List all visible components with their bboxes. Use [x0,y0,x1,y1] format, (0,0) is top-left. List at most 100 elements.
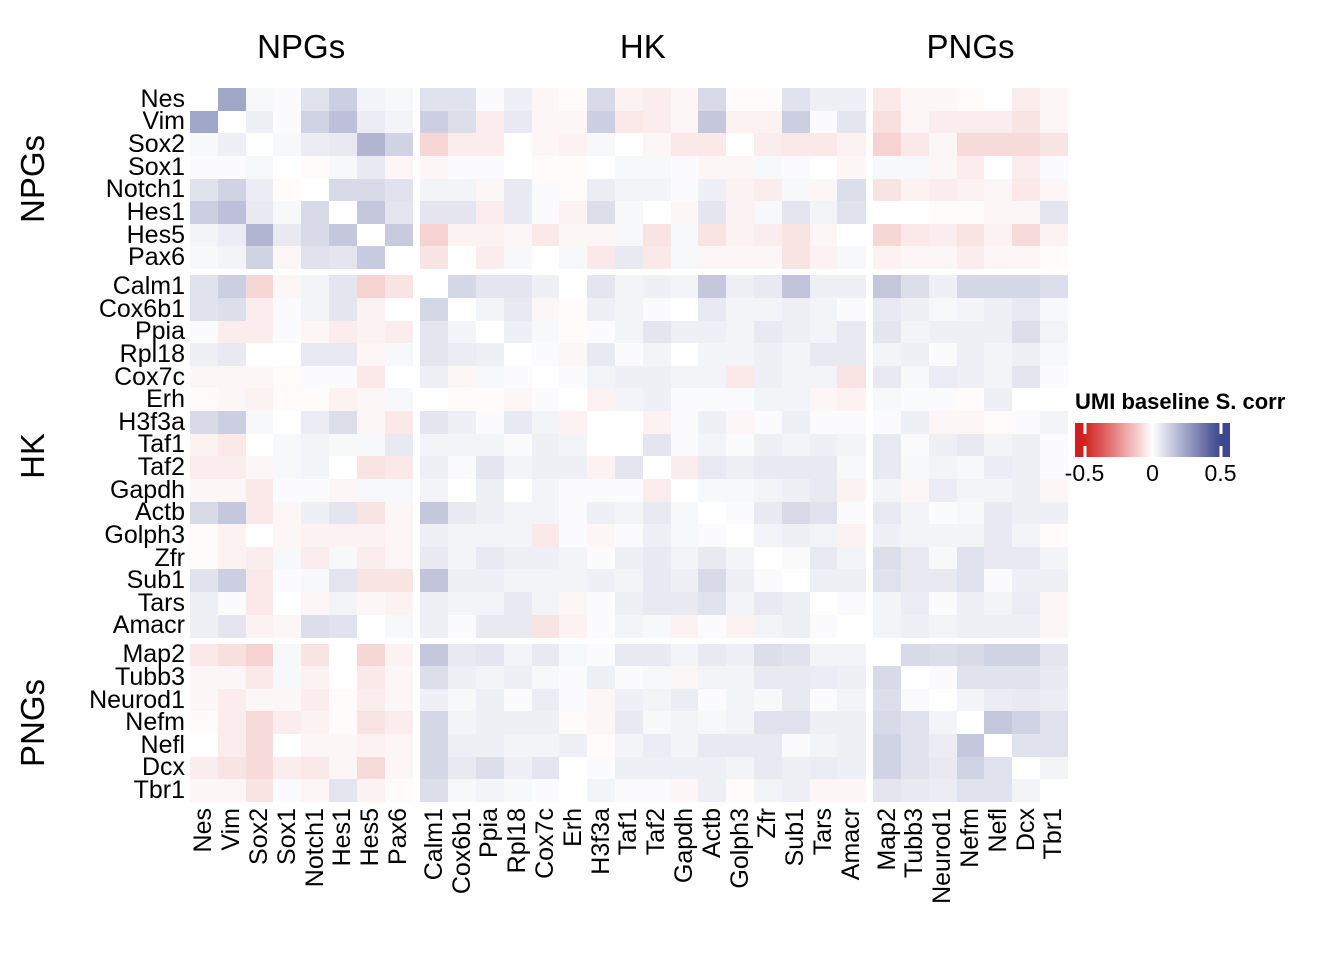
heatmap-cell [754,365,783,389]
heatmap-cell [329,88,358,111]
heatmap-cell [531,343,560,367]
heatmap-cell [726,666,755,690]
heatmap-cell [956,365,985,389]
heatmap-cell [356,155,385,179]
heatmap-cell [984,201,1013,225]
heatmap-cell [837,178,866,202]
legend-tick-label: 0 [1146,460,1159,486]
heatmap-cell [781,88,810,111]
heatmap-cell [754,201,783,225]
heatmap-cell [301,756,330,780]
heatmap-cell [420,456,449,480]
heatmap-cell [356,501,385,525]
heatmap-cell [190,178,219,202]
heatmap-cell [698,297,727,321]
heatmap-cell [384,478,413,502]
heatmap-cell [245,320,274,344]
heatmap-cell [809,734,838,757]
heatmap-cell [901,666,930,690]
heatmap-cell [273,411,302,434]
heatmap-cell [587,688,616,712]
heatmap-cell [301,591,330,615]
heatmap-cell [928,246,957,270]
column-label: Nes [189,807,218,853]
heatmap-cell [754,133,783,157]
heatmap-cell [384,388,413,412]
heatmap-cell [956,201,985,225]
heatmap-cell [642,343,671,367]
heatmap-cell [476,246,505,270]
heatmap-cell [245,478,274,502]
heatmap-cell [273,320,302,344]
heatmap-cell [984,275,1013,299]
heatmap-cell [809,178,838,202]
heatmap-cell [670,178,699,202]
column-label: Cox6b1 [447,807,476,894]
heatmap-cell [1012,223,1041,247]
heatmap-cell [503,411,532,434]
heatmap-cell [503,388,532,412]
heatmap-cell [837,246,866,270]
heatmap-cell [781,546,810,570]
heatmap-cell [837,343,866,367]
heatmap-cell [217,643,246,667]
heatmap-cell [642,365,671,389]
heatmap-cell [726,478,755,502]
heatmap-cell [476,734,505,757]
heatmap-cell [642,110,671,134]
column-label: Calm1 [419,807,448,881]
heatmap-cell [984,524,1013,548]
heatmap-cell [809,365,838,389]
heatmap-cell [245,456,274,480]
heatmap-cell [615,643,644,667]
heatmap-cell [642,388,671,412]
heatmap-cell [329,320,358,344]
heatmap-cell [273,365,302,389]
heatmap-cell [329,110,358,134]
heatmap-cell [420,501,449,525]
heatmap-cell [1012,433,1041,457]
heatmap-cell [448,591,477,615]
heatmap-cell [301,201,330,225]
heatmap-cell [984,501,1013,525]
heatmap-cell [928,388,957,412]
heatmap-cell [901,133,930,157]
heatmap-cell [809,223,838,247]
heatmap-cell [615,297,644,321]
heatmap-cell [837,223,866,247]
heatmap-cell [1012,478,1041,502]
heatmap-cell [448,524,477,548]
heatmap-cell [670,388,699,412]
heatmap-cell [698,456,727,480]
heatmap-cell [503,478,532,502]
heatmap-cell [698,201,727,225]
heatmap-cell [245,591,274,615]
heatmap-cell [329,756,358,780]
column-label: Dcx [1011,807,1040,851]
heatmap-cell [837,456,866,480]
heatmap-cell [190,643,219,667]
heatmap-cell [587,546,616,570]
heatmap-cell [476,433,505,457]
heatmap-cell [726,591,755,615]
heatmap-cell [726,343,755,367]
row-label: Sox1 [128,152,185,181]
heatmap-cell [726,411,755,434]
heatmap-cell [273,643,302,667]
heatmap-cell [873,433,902,457]
heatmap-cell [356,711,385,735]
row-label: Neurod1 [89,685,185,714]
heatmap-cell [615,734,644,757]
heatmap-cell [420,546,449,570]
heatmap-cell [301,88,330,111]
heatmap-cell [190,365,219,389]
heatmap-cell [698,666,727,690]
heatmap-cell [217,178,246,202]
heatmap-cell [642,756,671,780]
heatmap-cell [273,524,302,548]
heatmap-cell [754,591,783,615]
heatmap-cell [615,524,644,548]
heatmap-cell [559,614,588,638]
heatmap-cell [1012,688,1041,712]
heatmap-cell [587,569,616,593]
